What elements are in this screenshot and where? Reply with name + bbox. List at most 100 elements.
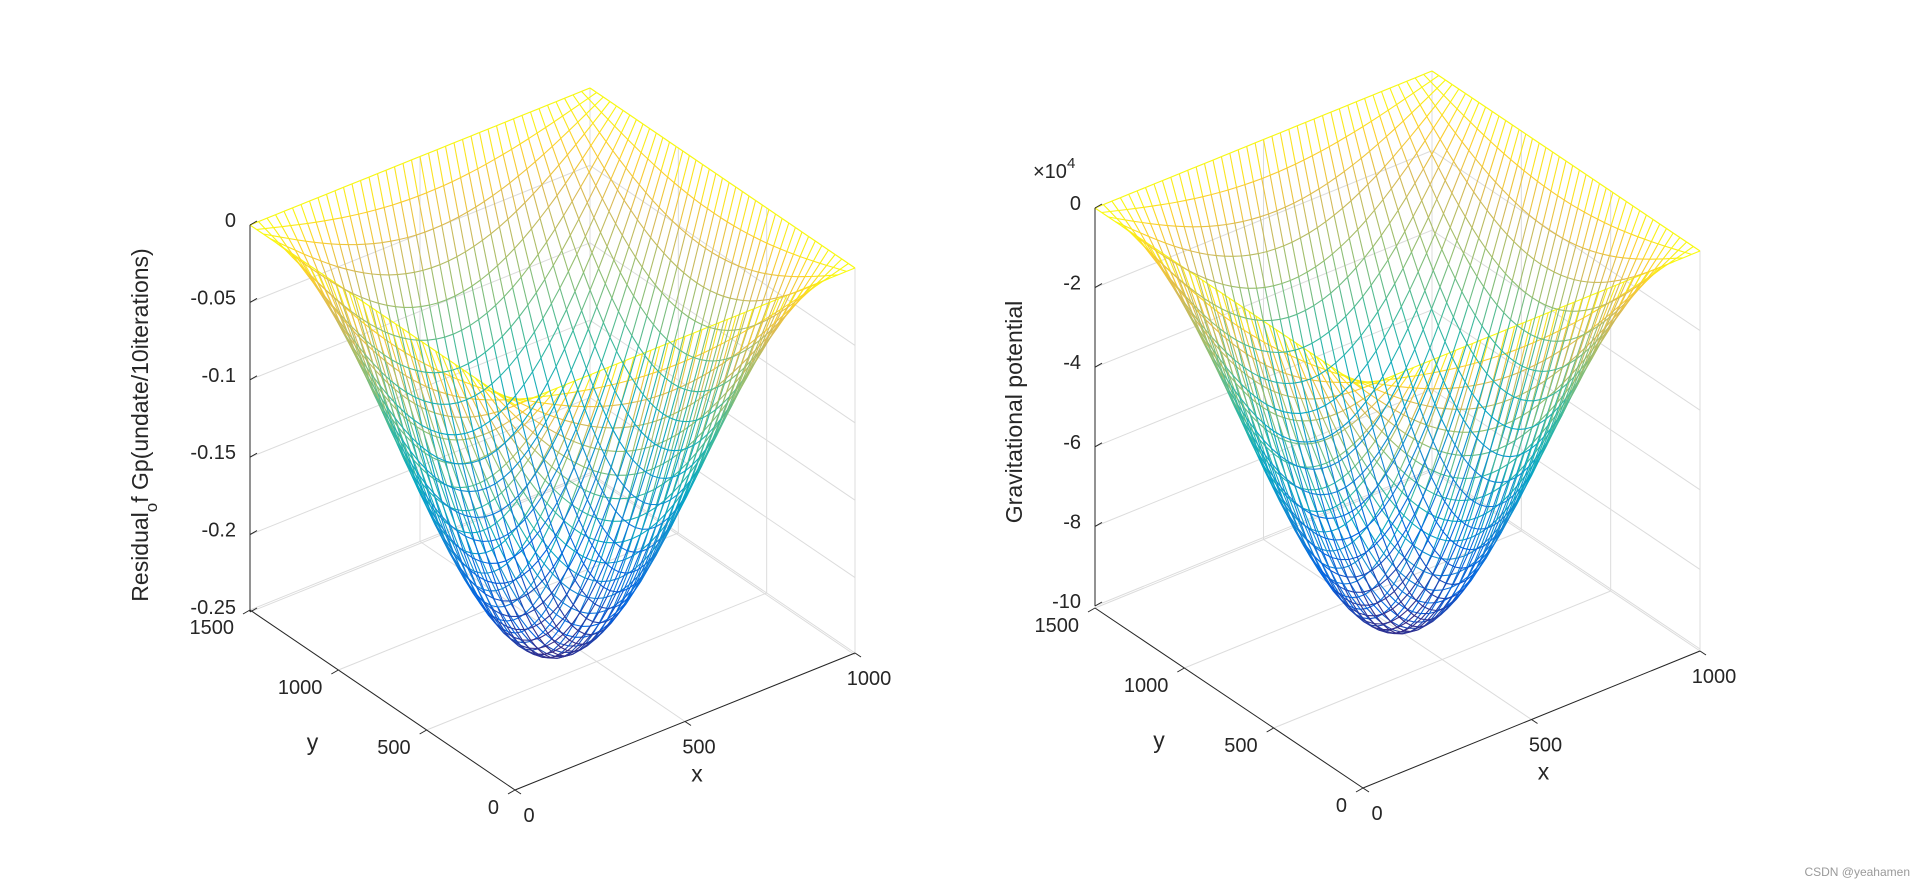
- mesh-segment: [491, 383, 500, 415]
- mesh-segment: [474, 592, 484, 603]
- mesh-segment: [579, 406, 588, 425]
- mesh-segment: [636, 564, 646, 583]
- mesh-segment: [527, 449, 536, 461]
- mesh-segment: [464, 463, 474, 486]
- mesh-segment: [463, 381, 473, 400]
- mesh-segment: [642, 394, 651, 403]
- mesh-segment: [693, 356, 701, 361]
- mesh-segment: [718, 221, 728, 257]
- mesh-segment: [399, 236, 408, 241]
- back-wall-grid-z-4: [1094, 388, 1433, 527]
- mesh-segment: [507, 534, 516, 557]
- mesh-segment: [1467, 498, 1477, 501]
- mesh-segment: [489, 614, 499, 623]
- mesh-segment: [571, 484, 582, 504]
- mesh-segment: [645, 164, 655, 193]
- mesh-segment: [411, 307, 420, 341]
- mesh-segment: [660, 343, 669, 371]
- mesh-segment: [444, 462, 454, 488]
- mesh-segment: [550, 393, 560, 397]
- mesh-segment: [1451, 387, 1460, 410]
- mesh-segment: [615, 200, 625, 224]
- mesh-segment: [1295, 342, 1305, 362]
- mesh-segment: [554, 641, 562, 648]
- mesh-segment: [629, 581, 637, 589]
- mesh-segment: [562, 115, 570, 131]
- mesh-segment: [599, 132, 607, 142]
- mesh-segment: [728, 315, 737, 340]
- mesh-segment: [1237, 149, 1246, 185]
- mesh-segment: [551, 581, 561, 594]
- mesh-segment: [1254, 319, 1263, 351]
- mesh-segment: [644, 324, 655, 356]
- mesh-segment: [1324, 530, 1332, 533]
- mesh-segment: [497, 257, 507, 266]
- mesh-segment: [680, 187, 688, 195]
- mesh-segment: [769, 275, 779, 300]
- mesh-segment: [483, 516, 492, 542]
- mesh-segment: [676, 232, 687, 267]
- mesh-segment: [546, 488, 555, 504]
- mesh-segment: [622, 363, 631, 376]
- mesh-segment: [436, 456, 446, 462]
- mesh-segment: [1412, 618, 1422, 627]
- mesh-segment: [1386, 592, 1396, 602]
- mesh-segment: [305, 240, 315, 243]
- mesh-segment: [618, 159, 627, 169]
- mesh-segment: [383, 204, 393, 209]
- mesh-segment: [562, 602, 572, 609]
- mesh-segment: [690, 277, 698, 284]
- mesh-segment: [599, 211, 610, 233]
- mesh-segment: [525, 605, 534, 613]
- mesh-segment: [826, 254, 836, 266]
- mesh-segment: [448, 506, 458, 530]
- mesh-segment: [1318, 516, 1326, 539]
- mesh-segment: [453, 142, 462, 178]
- mesh-segment: [351, 179, 361, 185]
- mesh-segment: [1309, 510, 1317, 513]
- mesh-segment: [510, 598, 520, 602]
- mesh-segment: [796, 288, 804, 293]
- mesh-segment: [430, 429, 440, 434]
- mesh-segment: [512, 276, 522, 288]
- mesh-segment: [712, 329, 723, 362]
- mesh-segment: [569, 630, 579, 641]
- mesh-segment: [653, 538, 661, 546]
- mesh-segment: [605, 416, 614, 430]
- mesh-segment: [433, 224, 443, 230]
- mesh-segment: [427, 410, 437, 437]
- mesh-segment: [685, 198, 695, 234]
- mesh-segment: [1275, 329, 1283, 335]
- mesh-segment: [625, 423, 636, 452]
- x-tick-label: 500: [682, 737, 715, 759]
- mesh-segment: [348, 324, 357, 344]
- mesh-segment: [490, 233, 499, 266]
- mesh-segment: [683, 479, 691, 489]
- mesh-segment: [499, 366, 510, 377]
- mesh-segment: [734, 300, 744, 331]
- mesh-segment: [541, 174, 551, 185]
- mesh-segment: [459, 486, 467, 489]
- mesh-segment: [378, 384, 387, 406]
- mesh-segment: [286, 245, 296, 251]
- mesh-segment: [393, 335, 401, 365]
- mesh-segment: [371, 273, 380, 304]
- mesh-segment: [832, 258, 843, 268]
- mesh-segment: [762, 302, 771, 321]
- mesh-segment: [475, 201, 485, 208]
- mesh-segment: [742, 370, 750, 381]
- mesh-segment: [601, 198, 610, 212]
- mesh-segment: [407, 399, 418, 427]
- mesh-segment: [1333, 539, 1342, 560]
- mesh-segment: [600, 232, 608, 247]
- mesh-segment: [1246, 146, 1254, 182]
- mesh-segment: [663, 390, 672, 395]
- mesh-segment: [382, 314, 390, 320]
- mesh-segment: [676, 419, 683, 423]
- mesh-segment: [548, 502, 558, 518]
- mesh-segment: [1353, 591, 1362, 606]
- mesh-segment: [497, 560, 507, 564]
- mesh-segment: [1280, 393, 1291, 420]
- mesh-segment: [1435, 516, 1445, 521]
- mesh-segment: [327, 278, 337, 285]
